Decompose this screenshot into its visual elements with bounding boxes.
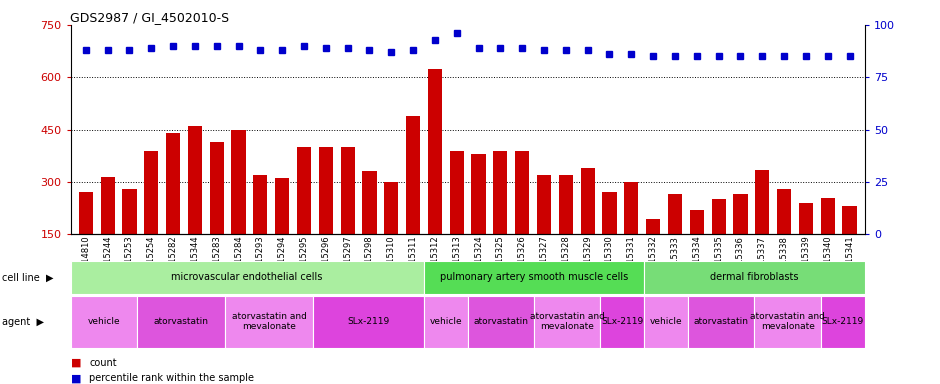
Bar [297,147,311,234]
Text: SLx-2119: SLx-2119 [347,317,389,326]
Bar [144,151,158,234]
Bar [558,175,573,234]
Bar [406,116,420,234]
Bar [319,147,333,234]
Bar [755,296,821,348]
Bar [70,296,136,348]
Text: vehicle: vehicle [430,317,462,326]
Bar [472,154,486,234]
Bar [275,179,290,234]
Bar [688,296,755,348]
Bar [777,189,791,234]
Text: atorvastatin and
mevalonate: atorvastatin and mevalonate [750,312,825,331]
Bar [799,203,813,234]
Bar [188,126,202,234]
Bar [136,296,225,348]
Bar [210,142,224,234]
Bar [644,296,688,348]
Bar [70,261,424,294]
Bar [424,261,644,294]
Bar [515,151,529,234]
Text: percentile rank within the sample: percentile rank within the sample [89,373,255,383]
Text: SLx-2119: SLx-2119 [822,317,864,326]
Bar [644,261,865,294]
Text: agent  ▶: agent ▶ [2,316,44,327]
Bar [449,151,463,234]
Text: atorvastatin: atorvastatin [694,317,749,326]
Bar [79,192,93,234]
Bar [231,130,245,234]
Bar [225,296,313,348]
Text: vehicle: vehicle [650,317,682,326]
Bar [101,177,115,234]
Bar [253,175,268,234]
Bar [362,171,377,234]
Bar [468,296,534,348]
Bar [494,151,508,234]
Bar [600,296,644,348]
Text: SLx-2119: SLx-2119 [601,317,643,326]
Text: atorvastatin and
mevalonate: atorvastatin and mevalonate [529,312,604,331]
Bar [821,198,835,234]
Text: atorvastatin: atorvastatin [473,317,528,326]
Text: vehicle: vehicle [87,317,120,326]
Bar [821,296,865,348]
Bar [624,182,638,234]
Text: GDS2987 / GI_4502010-S: GDS2987 / GI_4502010-S [70,12,229,25]
Bar [313,296,424,348]
Bar [667,194,682,234]
Bar [603,192,617,234]
Bar [534,296,600,348]
Bar [166,133,180,234]
Bar [842,206,856,234]
Text: ■: ■ [70,358,81,368]
Bar [424,296,468,348]
Bar [690,210,704,234]
Text: count: count [89,358,117,368]
Bar [340,147,354,234]
Bar [122,189,136,234]
Text: dermal fibroblasts: dermal fibroblasts [711,272,799,283]
Bar [733,194,747,234]
Bar [581,168,595,234]
Bar [537,175,551,234]
Text: ■: ■ [70,373,81,383]
Text: cell line  ▶: cell line ▶ [2,272,54,283]
Text: pulmonary artery smooth muscle cells: pulmonary artery smooth muscle cells [440,272,628,283]
Bar [755,170,769,234]
Text: atorvastatin and
mevalonate: atorvastatin and mevalonate [231,312,306,331]
Text: microvascular endothelial cells: microvascular endothelial cells [171,272,322,283]
Text: atorvastatin: atorvastatin [153,317,209,326]
Bar [384,182,399,234]
Bar [428,69,442,234]
Bar [712,199,726,234]
Bar [646,218,660,234]
